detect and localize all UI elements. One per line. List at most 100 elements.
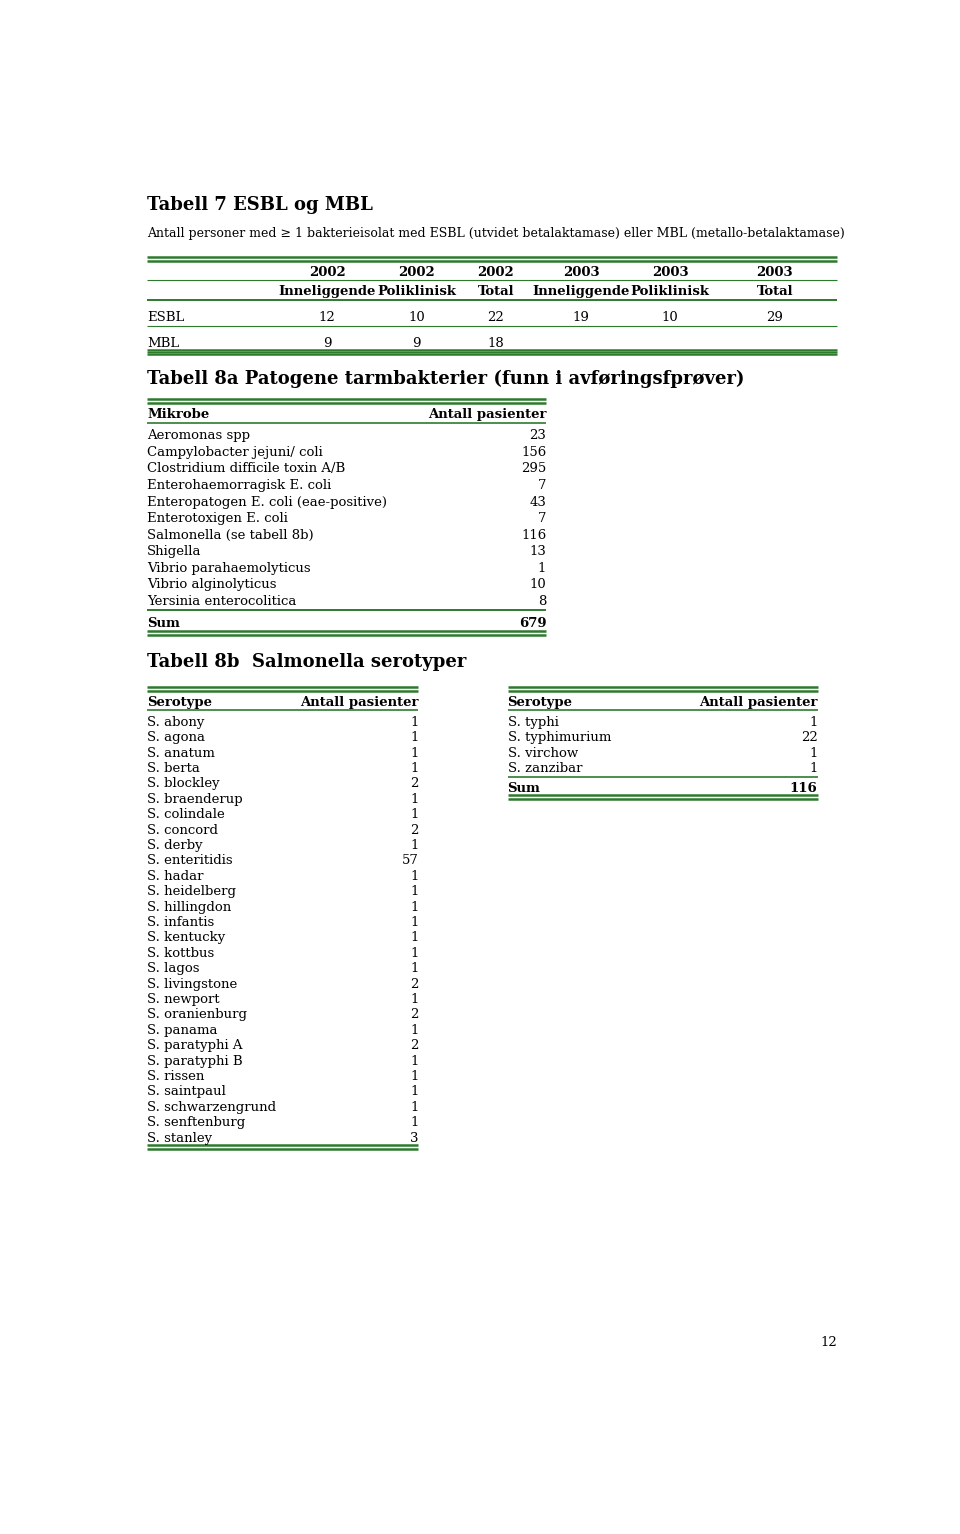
- Text: Antall pasienter: Antall pasienter: [300, 696, 419, 709]
- Text: Serotype: Serotype: [508, 696, 572, 709]
- Text: 116: 116: [790, 782, 818, 795]
- Text: 1: 1: [410, 747, 419, 759]
- Text: Inneliggende: Inneliggende: [533, 285, 630, 298]
- Text: 12: 12: [319, 311, 336, 324]
- Text: 13: 13: [529, 545, 546, 558]
- Text: Total: Total: [756, 285, 793, 298]
- Text: 1: 1: [809, 716, 818, 729]
- Text: Sum: Sum: [508, 782, 540, 795]
- Text: 1: 1: [410, 931, 419, 945]
- Text: S. hillingdon: S. hillingdon: [147, 900, 231, 914]
- Text: 1: 1: [410, 916, 419, 930]
- Text: Enterotoxigen E. coli: Enterotoxigen E. coli: [147, 512, 288, 525]
- Text: S. schwarzengrund: S. schwarzengrund: [147, 1101, 276, 1114]
- Text: 2002: 2002: [477, 265, 515, 279]
- Text: S. paratyphi B: S. paratyphi B: [147, 1054, 243, 1068]
- Text: 2: 2: [410, 977, 419, 991]
- Text: 1: 1: [410, 1054, 419, 1068]
- Text: S. braenderup: S. braenderup: [147, 793, 243, 805]
- Text: MBL: MBL: [147, 337, 180, 350]
- Text: 1: 1: [410, 885, 419, 899]
- Text: 1: 1: [410, 716, 419, 729]
- Text: 1: 1: [410, 808, 419, 821]
- Text: Poliklinisk: Poliklinisk: [631, 285, 709, 298]
- Text: 1: 1: [410, 992, 419, 1006]
- Text: 1: 1: [410, 870, 419, 882]
- Text: S. kentucky: S. kentucky: [147, 931, 226, 945]
- Text: Aeromonas spp: Aeromonas spp: [147, 430, 251, 442]
- Text: 3: 3: [410, 1132, 419, 1144]
- Text: 2: 2: [410, 1008, 419, 1022]
- Text: Enterohaemorragisk E. coli: Enterohaemorragisk E. coli: [147, 479, 331, 492]
- Text: 1: 1: [410, 732, 419, 744]
- Text: 1: 1: [410, 762, 419, 775]
- Text: S. paratyphi A: S. paratyphi A: [147, 1039, 243, 1052]
- Text: S. abony: S. abony: [147, 716, 204, 729]
- Text: 2: 2: [410, 778, 419, 790]
- Text: S. colindale: S. colindale: [147, 808, 225, 821]
- Text: 10: 10: [530, 578, 546, 591]
- Text: S. panama: S. panama: [147, 1023, 218, 1037]
- Text: 57: 57: [401, 854, 419, 867]
- Text: Total: Total: [477, 285, 515, 298]
- Text: Poliklinisk: Poliklinisk: [377, 285, 456, 298]
- Text: 9: 9: [324, 337, 331, 350]
- Text: 2002: 2002: [398, 265, 435, 279]
- Text: 7: 7: [538, 479, 546, 492]
- Text: 156: 156: [521, 446, 546, 459]
- Text: Salmonella (se tabell 8b): Salmonella (se tabell 8b): [147, 529, 314, 542]
- Text: S. typhi: S. typhi: [508, 716, 559, 729]
- Text: Yersinia enterocolitica: Yersinia enterocolitica: [147, 595, 297, 607]
- Text: S. zanzibar: S. zanzibar: [508, 762, 582, 775]
- Text: S. senftenburg: S. senftenburg: [147, 1117, 246, 1129]
- Text: S. lagos: S. lagos: [147, 962, 200, 976]
- Text: S. concord: S. concord: [147, 824, 218, 836]
- Text: Antall personer med ≥ 1 bakterieisolat med ESBL (utvidet betalaktamase) eller MB: Antall personer med ≥ 1 bakterieisolat m…: [147, 227, 845, 241]
- Text: 2003: 2003: [756, 265, 793, 279]
- Text: Tabell 8a Patogene tarmbakterier (funn i avføringsfprøver): Tabell 8a Patogene tarmbakterier (funn i…: [147, 370, 745, 388]
- Text: 295: 295: [521, 462, 546, 476]
- Text: S. blockley: S. blockley: [147, 778, 220, 790]
- Text: S. agona: S. agona: [147, 732, 205, 744]
- Text: S. oranienburg: S. oranienburg: [147, 1008, 247, 1022]
- Text: 10: 10: [661, 311, 679, 324]
- Text: S. berta: S. berta: [147, 762, 200, 775]
- Text: 19: 19: [573, 311, 589, 324]
- Text: S. hadar: S. hadar: [147, 870, 204, 882]
- Text: Vibrio parahaemolyticus: Vibrio parahaemolyticus: [147, 561, 311, 575]
- Text: Campylobacter jejuni/ coli: Campylobacter jejuni/ coli: [147, 446, 323, 459]
- Text: Vibrio alginolyticus: Vibrio alginolyticus: [147, 578, 276, 591]
- Text: Tabell 8b  Salmonella serotyper: Tabell 8b Salmonella serotyper: [147, 653, 467, 672]
- Text: 1: 1: [410, 962, 419, 976]
- Text: Antall pasienter: Antall pasienter: [699, 696, 818, 709]
- Text: 8: 8: [538, 595, 546, 607]
- Text: 7: 7: [538, 512, 546, 525]
- Text: 12: 12: [820, 1336, 837, 1348]
- Text: S. derby: S. derby: [147, 839, 203, 851]
- Text: Tabell 7 ESBL og MBL: Tabell 7 ESBL og MBL: [147, 196, 373, 215]
- Text: S. kottbus: S. kottbus: [147, 946, 214, 960]
- Text: 1: 1: [410, 1117, 419, 1129]
- Text: Clostridium difficile toxin A/B: Clostridium difficile toxin A/B: [147, 462, 346, 476]
- Text: Shigella: Shigella: [147, 545, 202, 558]
- Text: 22: 22: [488, 311, 504, 324]
- Text: 116: 116: [521, 529, 546, 542]
- Text: 1: 1: [410, 839, 419, 851]
- Text: 1: 1: [410, 1086, 419, 1098]
- Text: 1: 1: [410, 1071, 419, 1083]
- Text: Sum: Sum: [147, 617, 180, 630]
- Text: S. saintpaul: S. saintpaul: [147, 1086, 226, 1098]
- Text: S. stanley: S. stanley: [147, 1132, 212, 1144]
- Text: 1: 1: [410, 900, 419, 914]
- Text: 679: 679: [518, 617, 546, 630]
- Text: Mikrobe: Mikrobe: [147, 408, 209, 422]
- Text: 1: 1: [410, 946, 419, 960]
- Text: S. infantis: S. infantis: [147, 916, 214, 930]
- Text: Inneliggende: Inneliggende: [278, 285, 376, 298]
- Text: S. enteritidis: S. enteritidis: [147, 854, 232, 867]
- Text: 2003: 2003: [563, 265, 599, 279]
- Text: 2: 2: [410, 1039, 419, 1052]
- Text: 22: 22: [801, 732, 818, 744]
- Text: 1: 1: [410, 1101, 419, 1114]
- Text: S. rissen: S. rissen: [147, 1071, 204, 1083]
